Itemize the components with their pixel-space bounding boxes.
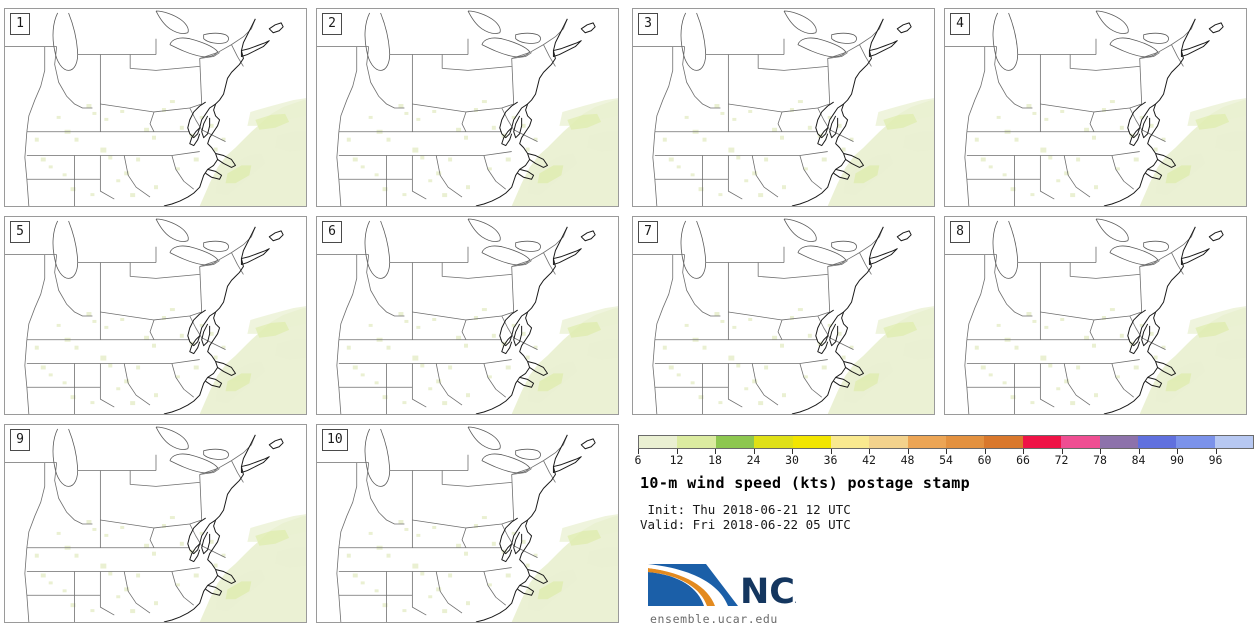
colorbar-tick (907, 449, 909, 454)
colorbar-segment-9 (984, 436, 1023, 448)
colorbar-tick (1177, 449, 1178, 454)
panel-number: 8 (950, 221, 970, 243)
ncar-logo-graphic: NCAR (648, 564, 796, 612)
map-graphic (5, 425, 306, 622)
map-panel-6[interactable]: 6 (316, 216, 619, 415)
colorbar-tick-label: 24 (746, 453, 761, 467)
colorbar-tick-label: 90 (1170, 453, 1184, 467)
colorbar-tick (1023, 449, 1024, 454)
colorbar-segment-1 (677, 436, 716, 448)
colorbar-segment-8 (946, 436, 985, 448)
colorbar-segment-15 (1214, 436, 1253, 448)
map-panel-9[interactable]: 9 (4, 424, 307, 623)
init-time-line: Init: Thu 2018-06-21 12 UTC (640, 502, 851, 517)
colorbar-segment-3 (754, 436, 793, 448)
colorbar-tick-labels: 6 12 18 24 30 36 42 48 54 60 66 72 78 84 90 96 (634, 445, 1260, 467)
panel-number: 6 (322, 221, 342, 243)
colorbar-segment-5 (830, 436, 870, 448)
colorbar-tick-label: 66 (1016, 453, 1030, 467)
colorbar-segment-0 (639, 436, 678, 448)
map-graphic (317, 217, 618, 414)
colorbar-tick (715, 449, 716, 454)
colorbar-tick-label: 72 (1054, 453, 1069, 467)
colorbar-tick-label: 18 (708, 453, 722, 467)
map-panel-5[interactable]: 5 (4, 216, 307, 415)
panel-number: 5 (10, 221, 30, 243)
colorbar-tick (869, 449, 870, 454)
panel-number: 2 (322, 13, 342, 35)
map-graphic (945, 9, 1246, 206)
colorbar-tick (946, 449, 947, 454)
colorbar-segment-2 (715, 436, 755, 448)
ncar-wordmark: NCAR (740, 572, 796, 612)
colorbar-ticks (638, 449, 1254, 455)
map-panel-4[interactable]: 4 (944, 8, 1247, 207)
colorbar-segment-4 (792, 436, 831, 448)
colorbar-tick-label: 36 (823, 453, 838, 467)
map-graphic (633, 9, 934, 206)
colorbar-tick-label: 60 (977, 453, 992, 467)
figure-metadata: Init: Thu 2018-06-21 12 UTC Valid: Fri 2… (640, 502, 851, 532)
colorbar-segment-14 (1176, 436, 1215, 448)
colorbar-tick-label: 78 (1093, 453, 1107, 467)
colorbar-tick (638, 449, 639, 454)
map-panel-8[interactable]: 8 (944, 216, 1247, 415)
colorbar-segment-10 (1022, 436, 1062, 448)
colorbar-tick-label: 12 (669, 453, 684, 467)
colorbar-segment-13 (1137, 436, 1177, 448)
colorbar-segment-11 (1061, 436, 1100, 448)
colorbar (638, 435, 1254, 449)
colorbar-segments (638, 435, 1254, 449)
colorbar-segment-6 (869, 436, 908, 448)
colorbar-segment-12 (1099, 436, 1138, 448)
colorbar-tick-label: 42 (862, 453, 876, 467)
map-panel-3[interactable]: 3 (632, 8, 935, 207)
colorbar-segment-7 (907, 436, 946, 448)
colorbar-tick-label: 84 (1131, 453, 1146, 467)
colorbar-tick (1138, 449, 1140, 454)
colorbar-tick-label: 96 (1208, 453, 1223, 467)
ncar-logo: NCAR (646, 562, 796, 622)
map-graphic (633, 217, 934, 414)
colorbar-tick (830, 449, 832, 454)
map-panel-7[interactable]: 7 (632, 216, 935, 415)
colorbar-tick (753, 449, 755, 454)
colorbar-tick (792, 449, 793, 454)
colorbar-tick-label: 6 (634, 453, 642, 467)
colorbar-tick (676, 449, 678, 454)
map-graphic (945, 217, 1246, 414)
map-panel-2[interactable]: 2 (316, 8, 619, 207)
colorbar-tick (1061, 449, 1063, 454)
map-graphic (5, 217, 306, 414)
colorbar-tick-label: 54 (939, 453, 953, 467)
panel-number: 1 (10, 13, 30, 35)
colorbar-tick (1100, 449, 1101, 454)
valid-time-line: Valid: Fri 2018-06-22 05 UTC (640, 517, 851, 532)
panel-number: 3 (638, 13, 658, 35)
panel-number: 9 (10, 429, 30, 451)
colorbar-tick-label: 48 (900, 453, 915, 467)
panel-number: 7 (638, 221, 658, 243)
map-graphic (317, 9, 618, 206)
map-graphic (5, 9, 306, 206)
map-graphic (317, 425, 618, 622)
logo-url-text: ensemble.ucar.edu (650, 612, 778, 626)
map-panel-10[interactable]: 10 (316, 424, 619, 623)
panel-number: 4 (950, 13, 970, 35)
figure-title: 10-m wind speed (kts) postage stamp (640, 474, 971, 492)
colorbar-tick (1215, 449, 1217, 454)
panel-number: 10 (322, 429, 348, 451)
map-panel-1[interactable]: 1 (4, 8, 307, 207)
colorbar-tick (984, 449, 986, 454)
colorbar-tick-label: 30 (785, 453, 799, 467)
